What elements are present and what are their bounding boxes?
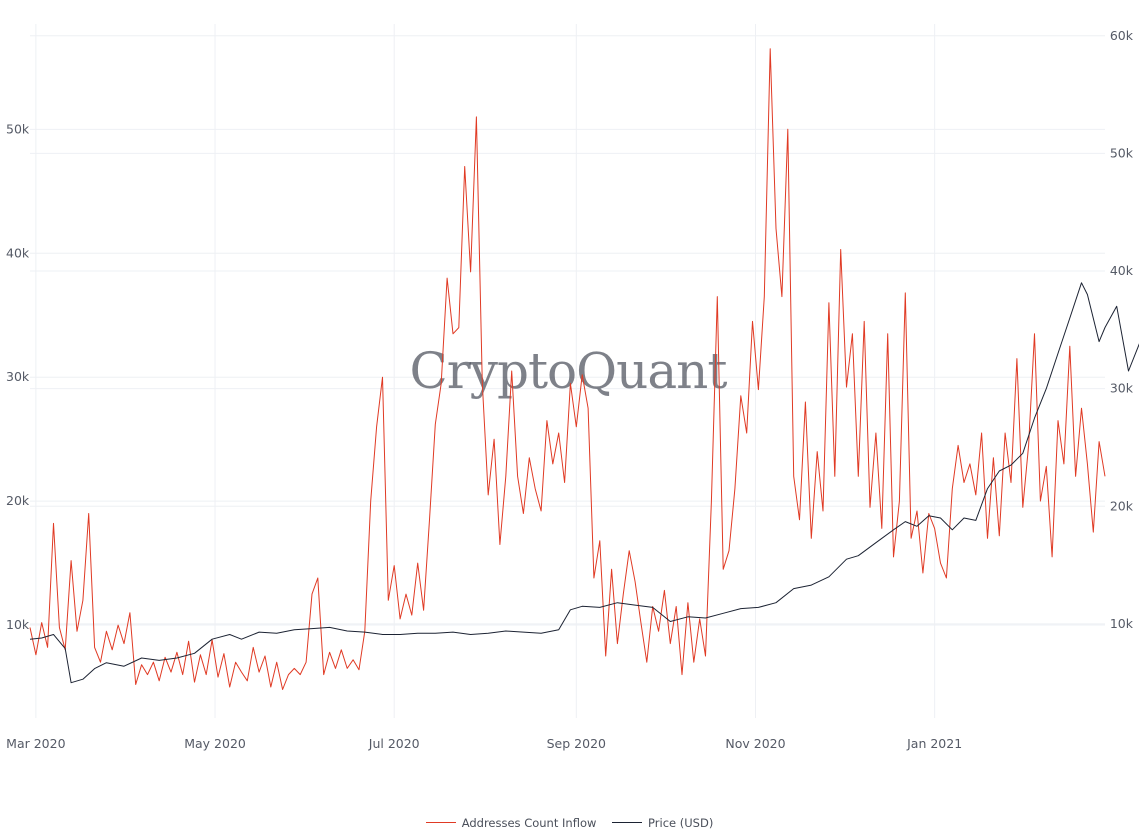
y-left-tick-label: 50k [6, 121, 30, 136]
y-right-tick-label: 30k [1110, 381, 1134, 396]
legend-swatch-price [612, 822, 643, 823]
axis-ticks: Mar 2020 May 2020 Jul 2020 Sep 2020 Nov 2020… [6, 28, 1134, 751]
y-left-tick-label: 40k [6, 245, 30, 260]
legend-swatch-inflow [425, 822, 456, 823]
y-left-tick-label: 20k [6, 493, 30, 508]
legend-label-inflow: Addresses Count Inflow [461, 815, 597, 830]
x-tick-label: Sep 2020 [547, 736, 606, 751]
watermark: CryptoQuant [410, 342, 728, 400]
x-tick-label: Jan 2021 [906, 736, 962, 751]
legend-item-inflow[interactable]: Addresses Count Inflow [425, 815, 597, 830]
y-right-tick-label: 60k [1110, 28, 1134, 43]
legend-label-price: Price (USD) [648, 815, 714, 830]
x-tick-label: May 2020 [184, 736, 246, 751]
y-right-tick-label: 50k [1110, 145, 1134, 160]
gridlines [30, 24, 1105, 718]
series-line-inflow [29, 48, 1106, 690]
series-lines [29, 48, 1139, 690]
y-right-tick-label: 40k [1110, 263, 1134, 278]
x-tick-label: Nov 2020 [725, 736, 785, 751]
x-tick-label: Mar 2020 [6, 736, 65, 751]
series-line-price [29, 282, 1139, 684]
legend-item-price[interactable]: Price (USD) [612, 816, 713, 830]
y-left-tick-label: 10k [6, 617, 30, 632]
y-right-tick-label: 20k [1110, 498, 1134, 513]
x-tick-label: Jul 2020 [368, 736, 420, 751]
y-left-tick-label: 30k [6, 369, 30, 384]
legend: Addresses Count Inflow Price (USD) [0, 812, 1139, 830]
y-right-tick-label: 10k [1110, 616, 1134, 631]
